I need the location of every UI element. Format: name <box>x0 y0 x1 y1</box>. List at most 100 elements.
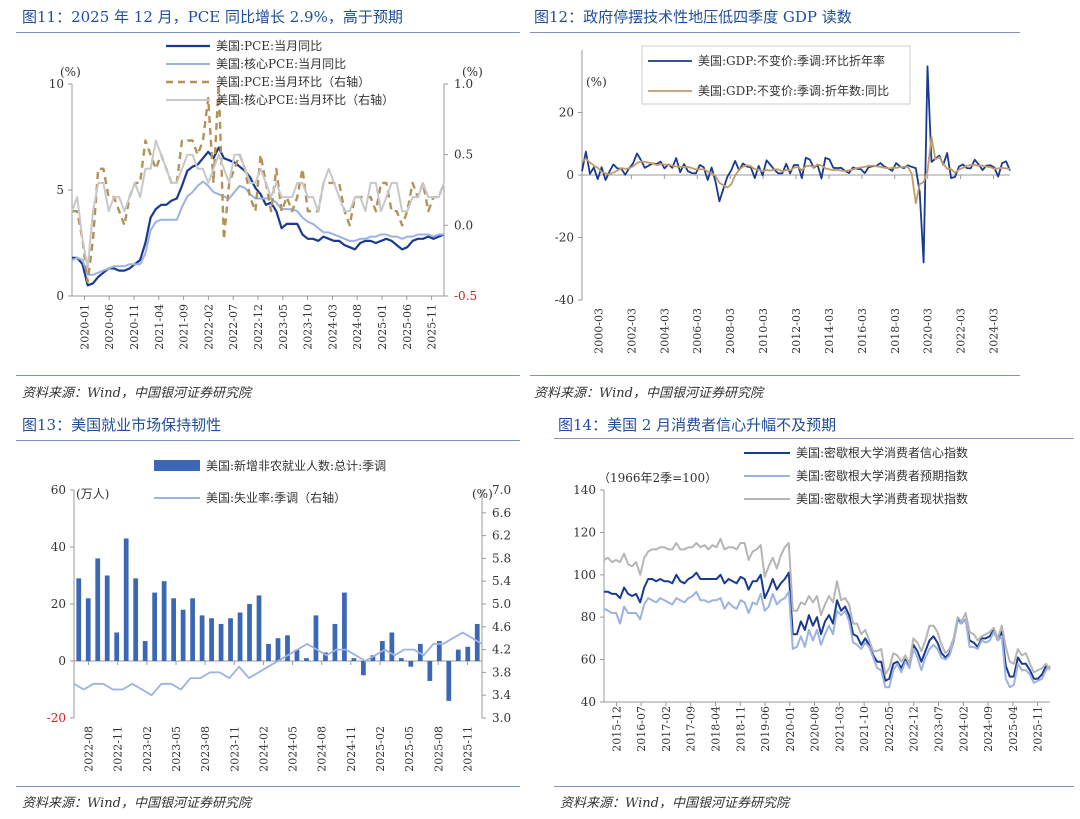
bar <box>218 623 224 661</box>
x-tick-label: 2021-03 <box>833 706 846 752</box>
x-tick-label: 2025-08 <box>432 726 445 772</box>
bar <box>285 635 290 661</box>
x-tick-label: 2004-03 <box>658 308 671 354</box>
x-tick-label: 2023-11 <box>228 726 241 772</box>
x-tick-label: 2022-08 <box>83 726 96 772</box>
bar <box>95 558 101 661</box>
source-rule <box>16 786 520 787</box>
title-rule <box>530 32 1020 33</box>
x-tick-label: 2024-08 <box>316 726 329 772</box>
series-line <box>603 537 1051 676</box>
bar <box>247 604 252 661</box>
x-tick-label: 2018-11 <box>734 706 747 752</box>
y-tick-label: 140 <box>573 483 596 497</box>
bar <box>332 623 338 661</box>
jobs-chart: -20 0 20 40 60 3.0 3.4 3.8 4.2 4.6 5.0 5.4 5.8 6.2 6.6… <box>47 458 512 772</box>
x-tick-label: 2023-05 <box>277 304 290 350</box>
chart-title-jobs: 图13：美国就业市场保持韧性 <box>22 416 222 434</box>
sentiment-chart: 40 60 80 100 120 140（1966年2季=100） 2015-12 2016-… <box>573 445 1051 752</box>
y-tick-label: 100 <box>573 568 596 582</box>
bar <box>323 652 328 661</box>
x-tick-label: 2014-03 <box>823 308 836 354</box>
x-tick-label: 2024-02 <box>957 706 970 752</box>
y-tick-label-right: 7.0 <box>492 483 511 497</box>
bar <box>114 632 120 661</box>
bar <box>152 592 158 661</box>
bar <box>237 612 243 661</box>
legend-label: 美国:GDP:不变价:季调:折年数:同比 <box>698 83 889 98</box>
x-tick-label: 2023-05 <box>170 726 183 772</box>
x-tick-label: 2024-03 <box>988 308 1001 354</box>
title-rule <box>554 438 1074 439</box>
y-tick-label: 80 <box>581 610 596 624</box>
x-tick-label: 2023-02 <box>141 726 154 772</box>
y-tick-label: 40 <box>51 540 66 554</box>
x-tick-label: 2025-11 <box>1032 706 1045 752</box>
y-unit-right: (%) <box>472 487 493 501</box>
x-tick-label: 2020-08 <box>809 706 822 752</box>
x-tick-label: 2022-03 <box>955 308 968 354</box>
x-tick-label: 2025-06 <box>401 304 414 350</box>
x-tick-label: 2018-04 <box>710 706 723 752</box>
bar <box>123 538 129 661</box>
bar <box>171 598 176 661</box>
y-tick-label: 20 <box>559 106 574 120</box>
x-tick-label: 2020-11 <box>128 304 141 350</box>
x-tick-label: 2025-01 <box>376 304 389 350</box>
legend-label: 美国:密歇根大学消费者预期指数 <box>796 468 968 483</box>
y-tick-label: 60 <box>581 653 596 667</box>
y-tick-label: 5 <box>56 183 64 197</box>
legend-label: 美国:密歇根大学消费者信心指数 <box>796 445 968 460</box>
x-tick-label: 2022-07 <box>227 304 240 350</box>
y-tick-label: 20 <box>51 597 66 611</box>
bar <box>85 598 91 661</box>
legend-label: 美国:PCE:当月环比（右轴） <box>216 74 370 89</box>
y-tick-label-right: 4.6 <box>492 620 511 634</box>
x-tick-label: 2023-08 <box>199 726 212 772</box>
y-tick-label: 0 <box>566 168 574 182</box>
bar <box>161 581 167 661</box>
y-tick-label: 0 <box>56 289 64 303</box>
y-unit-left: (%) <box>60 65 81 79</box>
bar <box>209 618 214 661</box>
x-tick-label: 2008-03 <box>724 308 737 354</box>
y-unit-left: （1966年2季=100） <box>598 471 717 485</box>
x-tick-label: 2021-10 <box>858 706 871 752</box>
x-tick-label: 2002-03 <box>625 308 638 354</box>
y-tick-label-right: 5.4 <box>492 574 511 588</box>
y-tick-label-right: 5.8 <box>492 551 511 565</box>
source-note: 资料来源：Wind，中国银河证券研究院 <box>560 796 789 811</box>
bar <box>389 632 395 661</box>
series-line <box>73 631 483 697</box>
x-tick-label: 2024-11 <box>345 726 358 772</box>
y-tick-label: 120 <box>573 525 596 539</box>
bar <box>275 638 281 661</box>
bar <box>190 598 195 661</box>
x-tick-label: 2020-01 <box>78 304 91 350</box>
y-tick-label-right: 0.0 <box>454 218 473 232</box>
x-tick-label: 2023-10 <box>302 304 315 350</box>
x-tick-label: 2021-09 <box>178 304 191 350</box>
legend-label: 美国:失业率:季调（右轴） <box>206 490 346 505</box>
x-tick-label: 2020-03 <box>922 308 935 354</box>
series-line <box>71 139 445 269</box>
bar <box>104 575 110 661</box>
x-tick-label: 2017-09 <box>685 706 698 752</box>
x-tick-label: 2020-01 <box>784 706 797 752</box>
x-tick-label: 2022-02 <box>202 304 215 350</box>
source-rule <box>554 786 1074 787</box>
bar <box>474 623 480 661</box>
x-tick-label: 2000-03 <box>592 308 605 354</box>
y-tick-label-right: 3.4 <box>492 688 511 702</box>
bar <box>180 609 186 661</box>
series-line <box>72 82 446 284</box>
y-tick-label-right: 1.0 <box>454 77 473 91</box>
x-tick-label: 2024-03 <box>326 304 339 350</box>
legend-label: 美国:核心PCE:当月同比 <box>216 57 346 71</box>
y-tick-label-right: -0.5 <box>454 289 477 303</box>
bar <box>455 649 461 661</box>
chart-title-pce: 图11：2025 年 12 月，PCE 同比增长 2.9%，高于预期 <box>22 8 403 26</box>
x-tick-label: 2018-03 <box>889 308 902 354</box>
y-tick-label: -20 <box>47 711 66 725</box>
source-note: 资料来源：Wind，中国银河证券研究院 <box>22 796 251 811</box>
